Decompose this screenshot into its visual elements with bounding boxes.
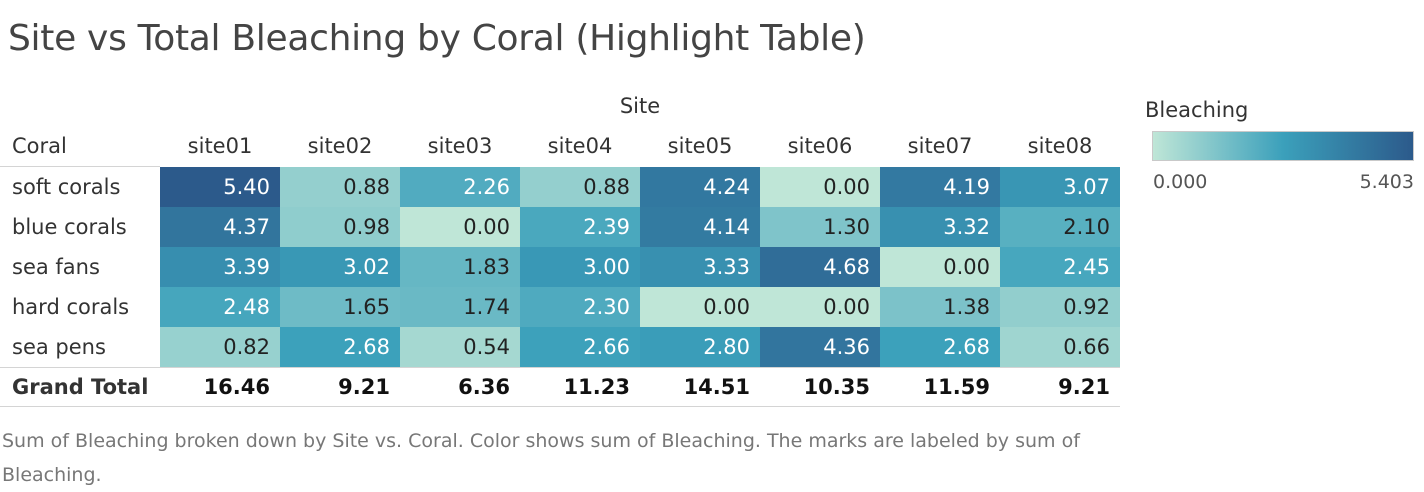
cell-blue-corals-site06[interactable]: 1.30 <box>760 207 880 247</box>
grand-total-bottom-divider <box>0 406 1120 407</box>
cell-hard-corals-site07[interactable]: 1.38 <box>880 287 1000 327</box>
chart-title: Site vs Total Bleaching by Coral (Highli… <box>8 18 866 59</box>
legend-max-label: 5.403 <box>1359 171 1414 193</box>
cell-hard-corals-site03[interactable]: 1.74 <box>400 287 520 327</box>
row-label-hard-corals[interactable]: hard corals <box>12 295 130 319</box>
cell-sea-fans-site01[interactable]: 3.39 <box>160 247 280 287</box>
cell-hard-corals-site01[interactable]: 2.48 <box>160 287 280 327</box>
cell-blue-corals-site03[interactable]: 0.00 <box>400 207 520 247</box>
cell-sea-pens-site02[interactable]: 2.68 <box>280 327 400 367</box>
cell-hard-corals-site08[interactable]: 0.92 <box>1000 287 1120 327</box>
grand-total-site07[interactable]: 11.59 <box>923 375 990 399</box>
cell-sea-pens-site06[interactable]: 4.36 <box>760 327 880 367</box>
grand-total-site05[interactable]: 14.51 <box>683 375 750 399</box>
cell-sea-pens-site07[interactable]: 2.68 <box>880 327 1000 367</box>
cell-soft-corals-site06[interactable]: 0.00 <box>760 167 880 207</box>
cell-blue-corals-site04[interactable]: 2.39 <box>520 207 640 247</box>
cell-blue-corals-site01[interactable]: 4.37 <box>160 207 280 247</box>
cell-soft-corals-site01[interactable]: 5.40 <box>160 167 280 207</box>
column-header-site07[interactable]: site07 <box>907 134 973 158</box>
column-header-site04[interactable]: site04 <box>547 134 613 158</box>
grand-total-site03[interactable]: 6.36 <box>458 375 510 399</box>
row-label-blue-corals[interactable]: blue corals <box>12 215 127 239</box>
column-header-site02[interactable]: site02 <box>307 134 373 158</box>
cell-hard-corals-site04[interactable]: 2.30 <box>520 287 640 327</box>
column-header-site01[interactable]: site01 <box>187 134 253 158</box>
cell-sea-pens-site05[interactable]: 2.80 <box>640 327 760 367</box>
cell-sea-fans-site06[interactable]: 4.68 <box>760 247 880 287</box>
cell-hard-corals-site05[interactable]: 0.00 <box>640 287 760 327</box>
coral-row-header: Coral <box>12 134 67 158</box>
cell-soft-corals-site07[interactable]: 4.19 <box>880 167 1000 207</box>
cell-soft-corals-site02[interactable]: 0.88 <box>280 167 400 207</box>
cell-sea-fans-site08[interactable]: 2.45 <box>1000 247 1120 287</box>
grand-total-site01[interactable]: 16.46 <box>203 375 270 399</box>
chart-caption: Sum of Bleaching broken down by Site vs.… <box>2 430 1080 486</box>
cell-hard-corals-site06[interactable]: 0.00 <box>760 287 880 327</box>
cell-soft-corals-site04[interactable]: 0.88 <box>520 167 640 207</box>
legend-min-label: 0.000 <box>1153 171 1208 193</box>
cell-sea-fans-site05[interactable]: 3.33 <box>640 247 760 287</box>
column-header-site03[interactable]: site03 <box>427 134 493 158</box>
cell-sea-fans-site04[interactable]: 3.00 <box>520 247 640 287</box>
cell-blue-corals-site02[interactable]: 0.98 <box>280 207 400 247</box>
site-column-header: Site <box>619 94 661 118</box>
grand-total-site04[interactable]: 11.23 <box>563 375 630 399</box>
grand-total-label: Grand Total <box>12 375 149 399</box>
row-label-sea-pens[interactable]: sea pens <box>12 335 106 359</box>
cell-blue-corals-site07[interactable]: 3.32 <box>880 207 1000 247</box>
cell-soft-corals-site08[interactable]: 3.07 <box>1000 167 1120 207</box>
legend-title: Bleaching <box>1145 98 1249 122</box>
row-label-soft-corals[interactable]: soft corals <box>12 175 121 199</box>
cell-hard-corals-site02[interactable]: 1.65 <box>280 287 400 327</box>
column-header-site05[interactable]: site05 <box>667 134 733 158</box>
cell-blue-corals-site08[interactable]: 2.10 <box>1000 207 1120 247</box>
legend-color-ramp[interactable] <box>1152 131 1414 161</box>
grand-total-site06[interactable]: 10.35 <box>803 375 870 399</box>
grand-total-site02[interactable]: 9.21 <box>338 375 390 399</box>
cell-soft-corals-site03[interactable]: 2.26 <box>400 167 520 207</box>
cell-sea-pens-site08[interactable]: 0.66 <box>1000 327 1120 367</box>
cell-sea-fans-site03[interactable]: 1.83 <box>400 247 520 287</box>
column-header-site06[interactable]: site06 <box>787 134 853 158</box>
cell-sea-pens-site04[interactable]: 2.66 <box>520 327 640 367</box>
cell-sea-fans-site07[interactable]: 0.00 <box>880 247 1000 287</box>
cell-soft-corals-site05[interactable]: 4.24 <box>640 167 760 207</box>
row-label-sea-fans[interactable]: sea fans <box>12 255 100 279</box>
grand-total-top-divider <box>0 367 1120 368</box>
cell-blue-corals-site05[interactable]: 4.14 <box>640 207 760 247</box>
grand-total-site08[interactable]: 9.21 <box>1058 375 1110 399</box>
column-header-site08[interactable]: site08 <box>1027 134 1093 158</box>
cell-sea-pens-site03[interactable]: 0.54 <box>400 327 520 367</box>
cell-sea-fans-site02[interactable]: 3.02 <box>280 247 400 287</box>
cell-sea-pens-site01[interactable]: 0.82 <box>160 327 280 367</box>
header-divider <box>0 166 160 167</box>
